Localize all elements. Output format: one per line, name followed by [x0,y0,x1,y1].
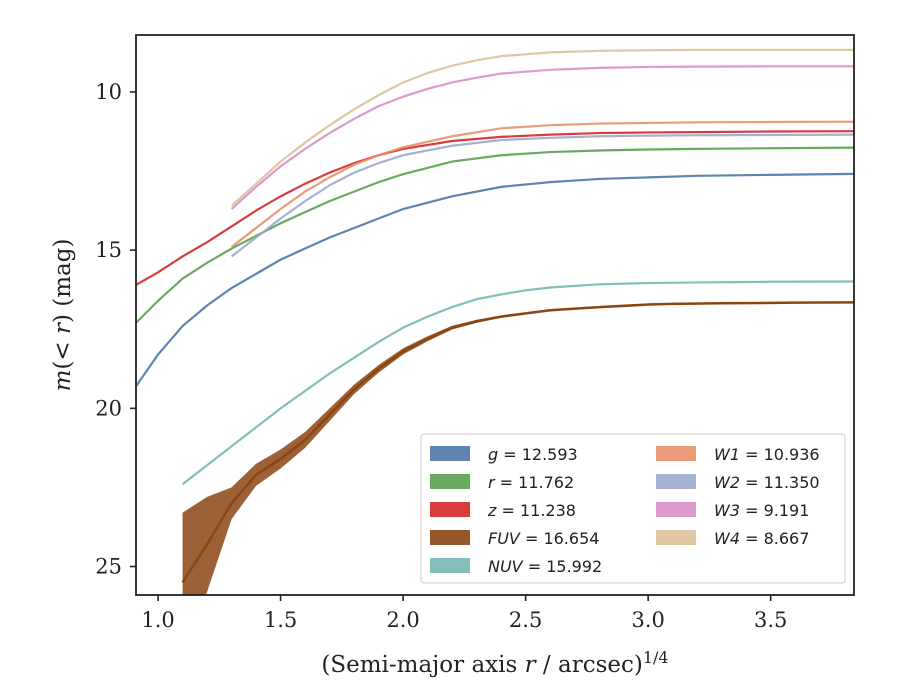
y-tick-label: 25 [95,555,122,579]
series-z-line [136,130,854,286]
series-w3-line [230,65,854,210]
legend-frame [420,433,846,584]
legend-item: g = 12.593 [430,445,578,464]
y-tick-label: 20 [95,396,122,420]
y-tick-label: 10 [95,80,122,104]
legend-label: g = 12.593 [488,445,578,464]
legend-item: z = 11.238 [430,501,576,520]
legend-label: FUV = 16.654 [488,529,599,548]
series-w4-line [230,48,854,207]
x-axis-title-main: (Semi-major axis r / arcsec) [321,652,642,678]
series-fuv-line [181,301,854,584]
x-tick-label: 3.5 [754,608,787,632]
y-tick-label: 15 [95,238,122,262]
x-tick-label: 1.5 [264,608,297,632]
y-axis: 10 15 20 25 [95,80,136,579]
series-r [136,146,854,324]
x-tick-label: 3.0 [631,608,664,632]
legend-swatch [656,530,696,545]
legend-swatch [430,474,470,489]
legend-item: r = 11.762 [430,473,574,492]
series-w3 [230,65,854,210]
legend-item: NUV = 15.992 [430,557,602,576]
x-axis-title: (Semi-major axis r / arcsec)1/4 [321,648,668,678]
legend-item: W3 = 9.191 [656,501,809,520]
series-fuv [181,301,854,595]
series-g-line [136,172,854,387]
legend-swatch [656,502,696,517]
x-tick-label: 1.0 [141,608,174,632]
legend-swatch [430,446,470,461]
x-axis-title-exponent: 1/4 [643,648,669,667]
x-tick-label: 2.5 [509,608,542,632]
legend-swatch [430,558,470,573]
series-w4 [230,48,854,207]
legend-label: W2 = 11.350 [714,473,820,492]
legend-swatch [656,474,696,489]
legend-item: W4 = 8.667 [656,529,809,548]
y-axis-title: m(< r) (mag) [50,239,76,392]
legend-label: W4 = 8.667 [714,529,809,548]
legend-swatch [656,446,696,461]
legend-label: W3 = 9.191 [714,501,809,520]
legend-label: z = 11.238 [487,501,576,520]
series-w1-line [230,120,854,248]
series-g [136,172,854,387]
series-r-line [136,146,854,324]
legend-label: NUV = 15.992 [488,557,602,576]
x-axis: 1.0 1.5 2.0 2.5 3.0 3.5 [141,595,787,632]
legend-label: W1 = 10.936 [714,445,820,464]
x-tick-label: 2.0 [386,608,419,632]
series-w2 [230,133,854,258]
legend-item: W1 = 10.936 [656,445,820,464]
legend-item: W2 = 11.350 [656,473,820,492]
series-nuv [181,280,854,486]
series-nuv-line [181,280,854,486]
plot-frame [135,34,855,596]
series-w1 [230,120,854,248]
legend-item: FUV = 16.654 [430,529,599,548]
series-z [136,130,854,286]
series-layer [136,48,854,595]
legend-swatch [430,502,470,517]
series-w2-line [230,133,854,258]
legend-swatch [430,530,470,545]
legend: g = 12.593 r = 11.762 z = 11.238 FUV = 16.6… [420,433,846,584]
legend-label: r = 11.762 [488,473,574,492]
